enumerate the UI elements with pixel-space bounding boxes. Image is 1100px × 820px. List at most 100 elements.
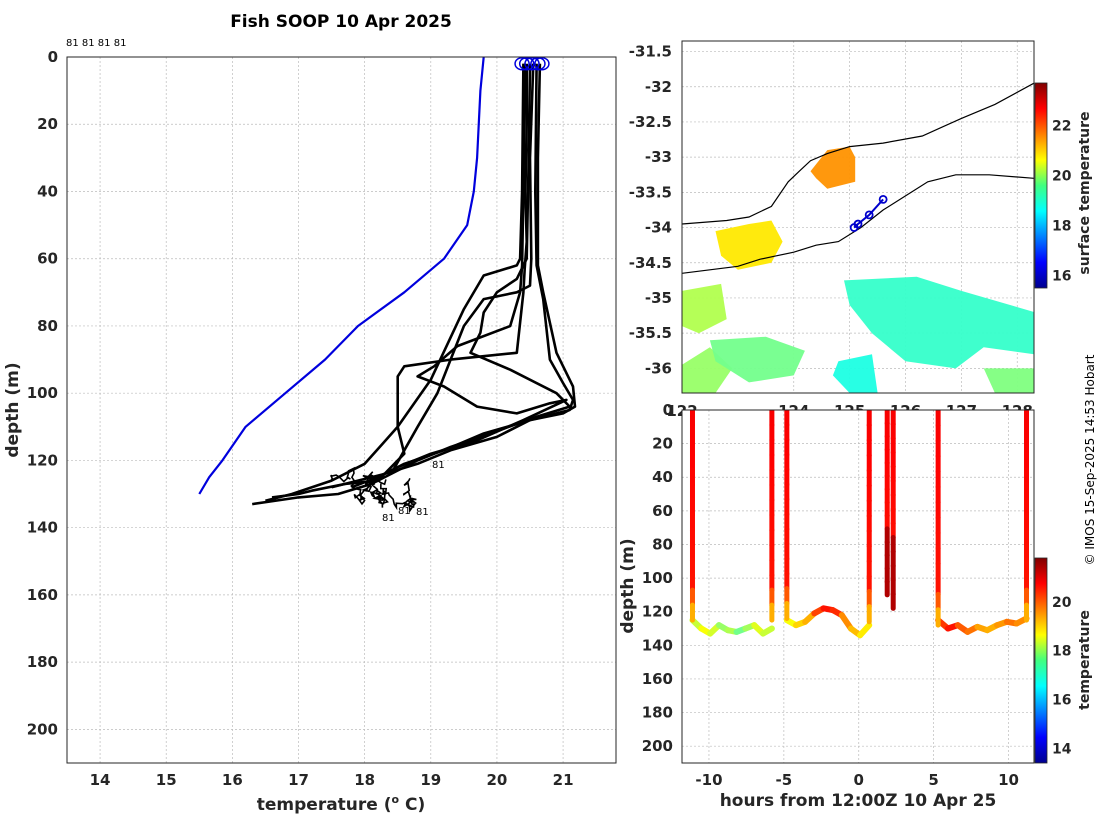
map-shelf-line	[682, 174, 1034, 274]
profile-title: Fish SOOP 10 Apr 2025	[230, 12, 452, 32]
profile-y-tick: 140	[27, 519, 58, 537]
profile-x-tick: 14	[90, 771, 111, 789]
profile-line-cast7	[397, 63, 568, 469]
map-panel: -31.5 -32 -32.5 -33 -33.5 -34 -34.5 -35 -35.5 -36…	[629, 40, 1093, 420]
map-track-marker	[878, 194, 888, 204]
map-y-tick: -31.5	[629, 43, 672, 61]
section-y-label: depth (m)	[618, 538, 638, 633]
profile-start-marker	[514, 57, 530, 71]
map-colorbar-label: surface temperature	[1077, 111, 1093, 274]
profile-x-tick: 20	[487, 771, 508, 789]
profile-annotation-1: 81	[382, 513, 395, 524]
section-colorbar	[1034, 557, 1048, 764]
map-y-ticks: -31.5 -32 -32.5 -33 -33.5 -34 -34.5 -35 -35.5 -36	[629, 43, 672, 378]
map-colorbar	[1034, 82, 1048, 289]
map-y-tick: -36	[645, 359, 672, 377]
profile-series	[198, 57, 577, 514]
profile-noise-line	[382, 477, 418, 514]
profile-noise-line	[362, 471, 387, 492]
section-bottom-segment	[857, 622, 873, 639]
map-track-marker	[864, 210, 874, 220]
profile-x-tick: 17	[288, 771, 309, 789]
section-x-tick: 0	[854, 771, 864, 789]
credit-text: © IMOS 15-Sep-2025 14:53 Hobart	[1083, 354, 1097, 565]
map-sst-patch	[709, 336, 805, 383]
section-y-tick: 60	[652, 502, 673, 520]
section-y-tick: 80	[652, 535, 673, 553]
map-track	[849, 194, 888, 232]
profile-y-tick: 160	[27, 586, 58, 604]
map-colorbar-tick: 18	[1052, 219, 1071, 235]
map-y-tick: -34.5	[629, 254, 672, 272]
section-grid	[682, 409, 1034, 763]
section-x-ticks: -10 -5 0 5 10	[695, 771, 1019, 789]
profile-noise-line	[369, 482, 389, 508]
section-x-label: hours from 12:00Z 10 Apr 25	[720, 791, 997, 811]
profile-x-tick: 21	[553, 771, 574, 789]
section-y-tick: 180	[642, 704, 673, 722]
map-sst-patch	[983, 368, 1034, 393]
map-track-line	[853, 198, 884, 229]
profile-annotation-4: 81	[432, 460, 445, 471]
map-colorbar-tick: 16	[1052, 269, 1071, 285]
profile-y-tick: 180	[27, 653, 58, 671]
profile-plot-area	[67, 57, 616, 763]
map-track-marker	[853, 219, 863, 229]
section-y-tick: 0	[663, 401, 673, 419]
profile-y-ticks: 0 20 40 60 80 100 120 140 160 180 200	[27, 48, 58, 738]
profile-annotation-2: 81	[416, 507, 429, 518]
section-frame	[681, 409, 1035, 764]
profile-start-marker	[524, 57, 540, 71]
map-sst-patch	[844, 276, 1034, 369]
section-colorbar-tick: 18	[1052, 644, 1071, 660]
profile-y-tick: 80	[37, 317, 58, 335]
map-y-tick: -32	[645, 78, 672, 96]
section-x-tick: 5	[928, 771, 938, 789]
map-coast-line	[682, 82, 1034, 225]
map-coastline	[682, 82, 1034, 274]
profile-x-tick: 18	[354, 771, 375, 789]
section-y-tick: 120	[642, 603, 673, 621]
section-y-tick: 100	[642, 569, 673, 587]
profile-top-annotation: 81 81 81 81	[66, 38, 126, 49]
profile-start-marker	[530, 57, 546, 71]
map-colorbar-tick: 22	[1052, 119, 1071, 135]
map-y-tick: -35	[645, 289, 672, 307]
map-sst-patch	[832, 354, 878, 393]
map-y-tick: -33	[645, 148, 672, 166]
profile-x-tick: 19	[420, 771, 441, 789]
profile-start-marker	[518, 57, 535, 71]
section-x-tick: 10	[998, 771, 1019, 789]
section-colorbar-ticks: 14 16 18 20	[1052, 595, 1072, 757]
profile-x-label: temperature (o C)	[257, 793, 426, 815]
profile-y-tick: 200	[27, 720, 58, 738]
map-y-tick: -34	[645, 219, 672, 237]
map-sst-field	[682, 146, 1034, 393]
profile-start-marker	[534, 57, 550, 71]
section-y-tick: 20	[652, 435, 673, 453]
section-y-tick: 200	[642, 737, 673, 755]
section-x-tick: -10	[695, 771, 722, 789]
section-colorbar-tick: 20	[1052, 595, 1072, 611]
profile-y-tick: 20	[37, 115, 58, 133]
section-panel: -10 -5 0 5 10 0 20 40 60 80 100 120 140 160 180 200 14…	[618, 401, 1093, 811]
profile-frame	[66, 56, 617, 764]
map-sst-patch	[810, 146, 856, 189]
profile-annotation-3: 81	[398, 506, 411, 517]
section-plot-area	[682, 410, 1034, 763]
profile-y-tick: 40	[37, 182, 58, 200]
profile-x-tick: 15	[156, 771, 177, 789]
section-y-ticks: 0 20 40 60 80 100 120 140 160 180 200	[642, 401, 673, 755]
profile-y-tick: 100	[27, 384, 58, 402]
profile-y-tick: 120	[27, 451, 58, 469]
section-y-tick: 140	[642, 636, 673, 654]
profile-y-tick: 60	[37, 250, 58, 268]
section-colorbar-label: temperature	[1077, 610, 1093, 710]
profile-noise-line	[328, 466, 373, 506]
profile-panel: Fish SOOP 10 Apr 2025 81 81 81 81 14 15 16…	[3, 12, 617, 815]
profile-y-tick: 0	[48, 48, 58, 66]
section-colorbar-tick: 14	[1052, 741, 1072, 757]
map-colorbar-ticks: 16 18 20 22	[1052, 119, 1072, 285]
profile-line-climatology	[198, 57, 485, 495]
